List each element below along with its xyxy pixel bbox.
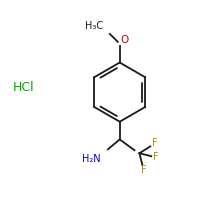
Text: HCl: HCl	[12, 81, 34, 94]
Text: H₂N: H₂N	[82, 154, 101, 164]
Text: H₃C: H₃C	[85, 21, 103, 31]
Text: F: F	[152, 138, 158, 148]
Text: F: F	[141, 165, 146, 175]
Text: O: O	[121, 35, 129, 45]
Text: F: F	[153, 152, 159, 162]
